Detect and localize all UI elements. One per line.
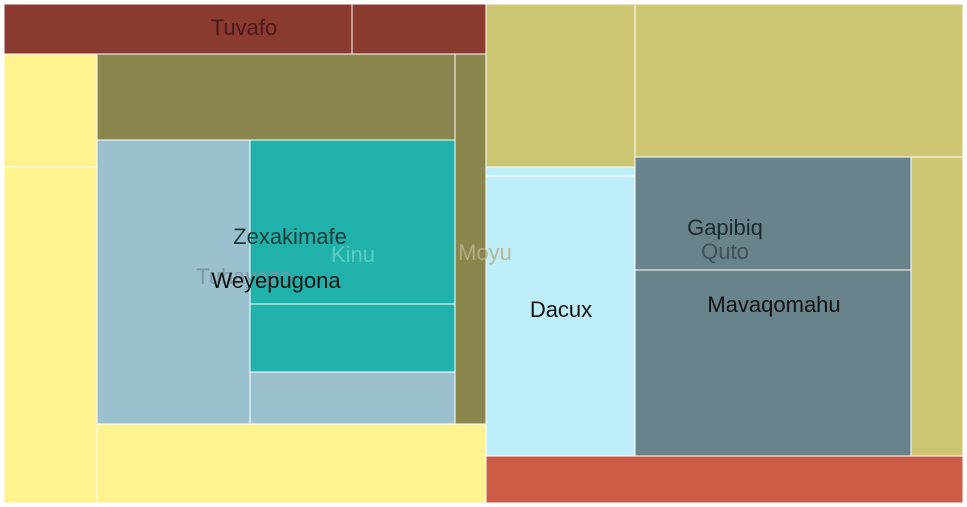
treemap-cell-4 [96,423,487,504]
treemap-label-moyu: Moyu [458,240,512,265]
treemap-cell-2 [3,53,98,168]
treemap-cell-10 [249,371,456,425]
treemap-cell-1 [351,3,487,55]
treemap-cell-gapibiq [634,156,912,271]
treemap-cell-dacux [485,175,636,457]
treemap-label-tuhayazo: Tuhayazo [196,264,292,289]
treemap-cell-14 [485,166,636,177]
treemap-label-tuvafo: Tuvafo [211,15,277,40]
treemap-label-kinu: Kinu [331,242,375,267]
treemap-label-dacux: Dacux [530,297,592,322]
treemap-cell-3 [3,166,98,504]
treemap-cell-zexakimafe [249,139,456,305]
treemap-cell-13 [634,3,964,158]
treemap-cell-kinu [249,303,456,373]
treemap-label-gapibiq: Gapibiq [687,215,763,240]
treemap-cell-19 [910,156,964,457]
treemap-label-mavaqomahu: Mavaqomahu [707,292,840,317]
treemap-cell-5 [96,53,456,141]
treemap-label-quto: Quto [701,239,749,264]
treemap-cell-12 [485,3,636,168]
treemap-cell-tuvafo [3,3,353,55]
treemap-cell-mavaqomahu [634,269,912,457]
treemap-cell-moyu [454,53,487,425]
treemap-cell-tuhayazo [96,139,251,425]
treemap-label-weyepugona: Weyepugona [211,268,341,293]
treemap-label-zexakimafe: Zexakimafe [233,224,347,249]
treemap-cell-20 [485,455,964,504]
